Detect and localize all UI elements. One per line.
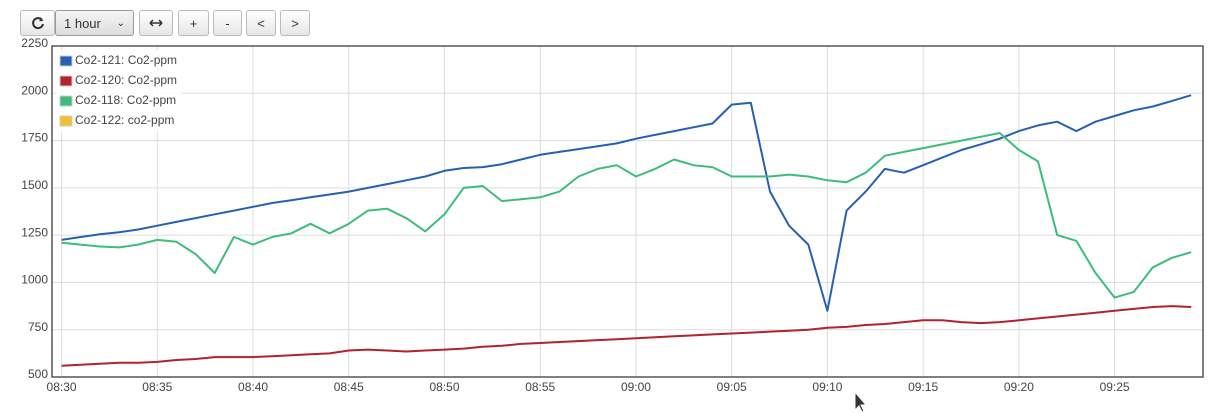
y-tick-label: 1250 — [21, 225, 48, 239]
legend-box — [56, 50, 182, 132]
y-tick-label: 750 — [28, 320, 48, 334]
plot-area — [52, 46, 1203, 377]
legend-swatch — [59, 95, 73, 107]
x-tick-label: 08:30 — [47, 380, 77, 394]
x-tick-label: 08:35 — [142, 380, 172, 394]
zoom-out-button[interactable]: - — [213, 10, 242, 36]
x-tick-label: 09:00 — [621, 380, 651, 394]
legend-label: Co2-121: Co2-ppm — [75, 53, 177, 67]
x-tick-label: 08:40 — [238, 380, 268, 394]
select-arrow: ⌄ — [116, 17, 125, 29]
legend-label: Co2-120: Co2-ppm — [75, 73, 177, 87]
x-tick-label: 09:15 — [908, 380, 938, 394]
y-tick-label: 2250 — [21, 36, 48, 50]
x-tick-label: 09:10 — [812, 380, 842, 394]
series-line — [61, 94, 1192, 312]
forward-button[interactable]: > — [280, 10, 310, 36]
x-tick-label: 08:55 — [525, 380, 555, 394]
range-select[interactable]: 1 hour ⌄ — [55, 10, 134, 36]
y-tick-label: 1000 — [21, 273, 48, 287]
legend-swatch — [59, 115, 73, 127]
mouse-cursor — [854, 390, 868, 413]
y-tick-label: 1750 — [21, 131, 48, 145]
refresh-icon — [31, 17, 44, 30]
x-tick-label: 09:25 — [1100, 380, 1130, 394]
legend-label: Co2-122: co2-ppm — [75, 113, 174, 127]
x-tick-label: 09:20 — [1004, 380, 1034, 394]
zoom-in-button[interactable]: + — [178, 10, 209, 36]
fit-button[interactable] — [139, 10, 173, 36]
x-tick-label: 09:05 — [717, 380, 747, 394]
range-select-label: 1 hour — [64, 15, 101, 31]
legend-label: Co2-118: Co2-ppm — [75, 93, 176, 107]
x-tick-label: 08:45 — [334, 380, 364, 394]
series-line — [61, 305, 1192, 367]
y-tick-label: 2000 — [21, 83, 48, 97]
refresh-button[interactable] — [20, 10, 55, 36]
series-line — [61, 132, 1192, 299]
y-tick-label: 1500 — [21, 178, 48, 192]
legend-swatch — [59, 55, 73, 67]
y-tick-label: 500 — [28, 367, 48, 381]
x-tick-label: 08:50 — [429, 380, 459, 394]
fit-icon — [149, 19, 163, 27]
legend-swatch — [59, 75, 73, 87]
back-button[interactable]: < — [246, 10, 276, 36]
plot-frame — [51, 45, 1204, 378]
